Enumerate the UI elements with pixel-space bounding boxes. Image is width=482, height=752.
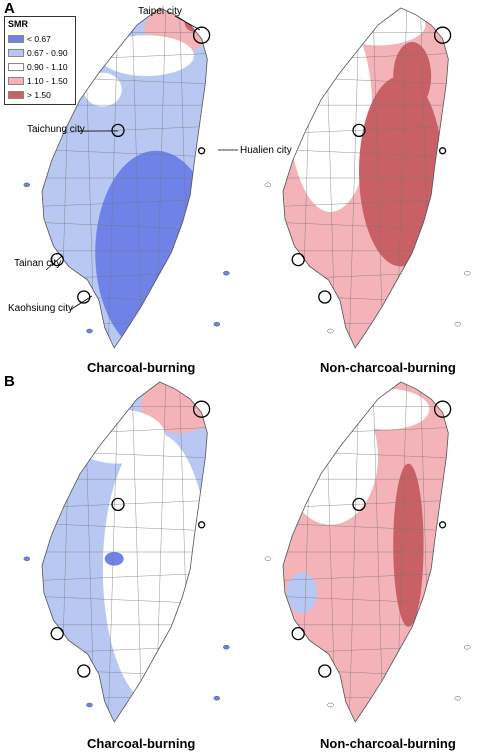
legend-label: > 1.50	[27, 90, 51, 100]
panel-label-b: B	[4, 373, 15, 390]
offshore-island	[23, 556, 31, 562]
city-boundary	[291, 252, 305, 267]
legend-item-lt067: < 0.67	[8, 34, 51, 44]
city-boundary	[433, 26, 452, 44]
offshore-island	[86, 702, 93, 708]
leader-line	[174, 15, 201, 31]
city-label-taipei: Taipei city	[138, 6, 182, 17]
smr-region	[99, 35, 194, 76]
city-boundary	[352, 123, 366, 138]
legend-label: 0.67 - 0.90	[27, 48, 68, 58]
city-leader-lines	[45, 15, 238, 311]
legend-swatch	[8, 77, 24, 85]
offshore-island	[223, 644, 230, 650]
township-border	[349, 8, 360, 348]
offshore-island	[264, 556, 272, 562]
caption-a-non-charcoal: Non-charcoal-burning	[320, 360, 456, 375]
smr-region	[184, 11, 204, 32]
offshore-island	[23, 182, 31, 188]
township-border	[108, 8, 119, 348]
island-outline	[41, 7, 208, 349]
city-boundary	[438, 521, 447, 529]
panel-label-a: A	[4, 0, 15, 17]
legend-label: < 0.67	[27, 34, 51, 44]
city-label-tainan: Tainan city	[14, 258, 62, 269]
city-boundary	[50, 252, 64, 267]
legend-swatch	[8, 49, 24, 57]
map-b-charcoal	[23, 381, 230, 723]
smr-region	[283, 388, 378, 525]
caption-b-non-charcoal: Non-charcoal-burning	[320, 736, 456, 751]
city-boundary	[318, 290, 332, 304]
smr-region	[286, 572, 318, 614]
city-boundary	[433, 400, 452, 418]
township-border	[131, 382, 143, 722]
offshore-island	[223, 270, 230, 276]
city-boundary	[291, 626, 305, 641]
township-border	[372, 8, 384, 348]
city-boundary	[111, 497, 125, 512]
smr-region	[95, 150, 208, 348]
city-label-kaohsiung: Kaohsiung city	[8, 303, 74, 314]
township-border	[108, 382, 119, 722]
city-boundary	[352, 497, 366, 512]
legend-swatch	[8, 91, 24, 99]
offshore-island	[464, 644, 471, 650]
island-outline	[41, 381, 208, 723]
legend-item-gt150: > 1.50	[8, 90, 51, 100]
township-border	[372, 382, 384, 722]
offshore-island	[213, 695, 221, 701]
offshore-island	[454, 321, 462, 327]
city-boundary	[438, 147, 447, 155]
island-outline	[282, 7, 449, 349]
legend-swatch	[8, 63, 24, 71]
city-boundary	[50, 626, 64, 641]
city-boundary	[318, 664, 332, 678]
map-a-non-charcoal	[264, 7, 471, 349]
city-boundary	[192, 26, 211, 44]
township-border	[349, 382, 360, 722]
legend-label: 0.90 - 1.10	[27, 62, 68, 72]
city-boundary	[77, 664, 91, 678]
offshore-island	[327, 702, 334, 708]
map-b-non-charcoal	[264, 381, 471, 723]
legend-swatch	[8, 35, 24, 43]
city-boundary	[197, 147, 206, 155]
island-outline	[282, 381, 449, 723]
offshore-island	[264, 182, 272, 188]
offshore-island	[454, 695, 462, 701]
caption-a-charcoal: Charcoal-burning	[87, 360, 196, 375]
smr-region	[102, 433, 208, 705]
caption-b-charcoal: Charcoal-burning	[87, 736, 196, 751]
legend-label: 1.10 - 1.50	[27, 76, 68, 86]
smr-legend: SMR < 0.67 0.67 - 0.90 0.90 - 1.10 1.10 …	[4, 16, 76, 105]
city-boundary	[192, 400, 211, 418]
offshore-island	[86, 328, 93, 334]
city-label-taichung: Taichung city	[27, 124, 85, 135]
offshore-island	[464, 270, 471, 276]
township-border	[131, 8, 143, 348]
smr-region	[104, 552, 124, 566]
legend-item-067-090: 0.67 - 0.90	[8, 48, 68, 58]
smr-region	[393, 42, 432, 110]
city-boundary	[197, 521, 206, 529]
legend-item-110-150: 1.10 - 1.50	[8, 76, 68, 86]
leader-line	[69, 295, 93, 311]
map-a-charcoal	[23, 7, 230, 349]
legend-item-090-110: 0.90 - 1.10	[8, 62, 68, 72]
offshore-island	[327, 328, 334, 334]
offshore-island	[213, 321, 221, 327]
legend-title: SMR	[8, 19, 28, 29]
city-label-hualien: Hualien city	[240, 145, 292, 156]
smr-region	[359, 76, 443, 267]
city-boundary	[111, 123, 125, 138]
leader-line	[45, 255, 63, 271]
